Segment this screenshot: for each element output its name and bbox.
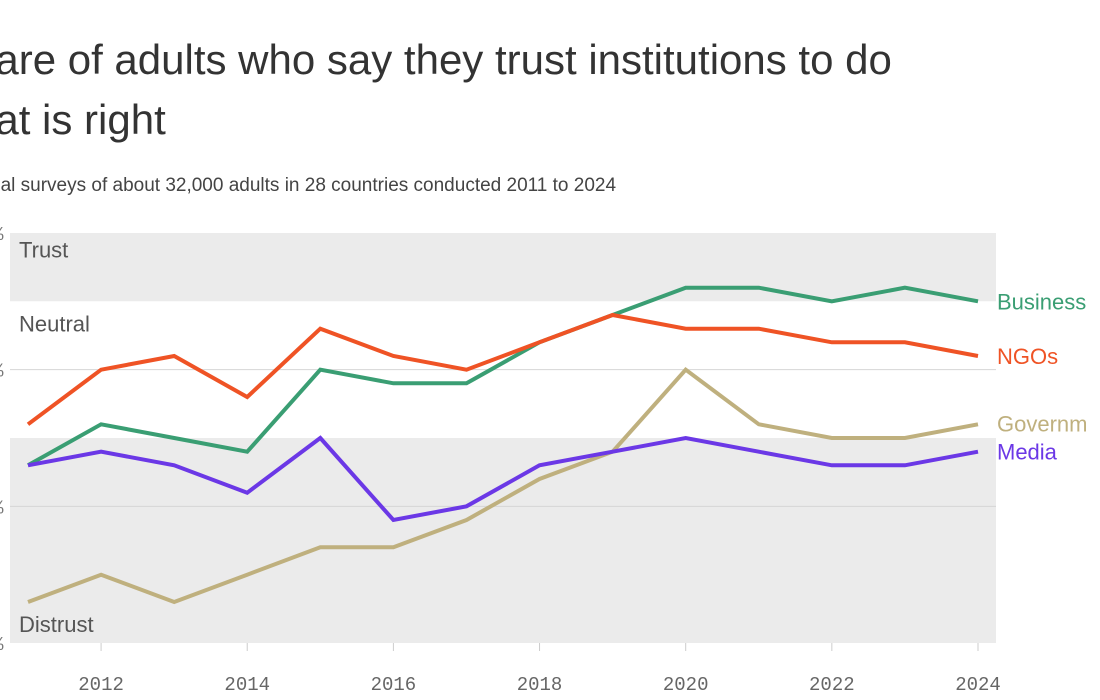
x-tick-label: 2012 xyxy=(78,674,124,696)
series-label-media: Media xyxy=(997,440,1058,465)
y-tick-label: % xyxy=(0,361,4,383)
series-label-government: Governm xyxy=(997,411,1087,436)
chart-subtitle: ual surveys of about 32,000 adults in 28… xyxy=(0,175,617,196)
chart-title: hare of adults who say they trust instit… xyxy=(0,30,1092,150)
band-label-distrust: Distrust xyxy=(19,612,94,637)
chart-title-line-1: hare of adults who say they trust instit… xyxy=(0,36,892,83)
x-tick-label: 2022 xyxy=(809,674,855,696)
series-line-business xyxy=(27,285,979,468)
y-tick-label: % xyxy=(0,497,4,519)
series-label-ngos: NGOs xyxy=(997,344,1058,369)
series-line-media xyxy=(27,435,979,523)
x-tick-label: 2014 xyxy=(224,674,270,696)
x-tick-label: 2020 xyxy=(663,674,709,696)
series-line-government xyxy=(27,367,979,605)
x-tick-label: 2016 xyxy=(371,674,417,696)
y-tick-label: % xyxy=(0,224,4,246)
band-label-neutral: Neutral xyxy=(19,311,90,336)
x-tick-label: 2024 xyxy=(955,674,1001,696)
chart-title-line-2: hat is right xyxy=(0,96,166,143)
y-tick-label: % xyxy=(0,634,4,656)
band-label-trust: Trust xyxy=(19,238,68,263)
series-line-ngos xyxy=(26,312,979,426)
band-trust xyxy=(10,233,996,302)
x-tick-label: 2018 xyxy=(517,674,563,696)
series-label-business: Business xyxy=(997,289,1086,314)
band-distrust xyxy=(10,438,996,643)
